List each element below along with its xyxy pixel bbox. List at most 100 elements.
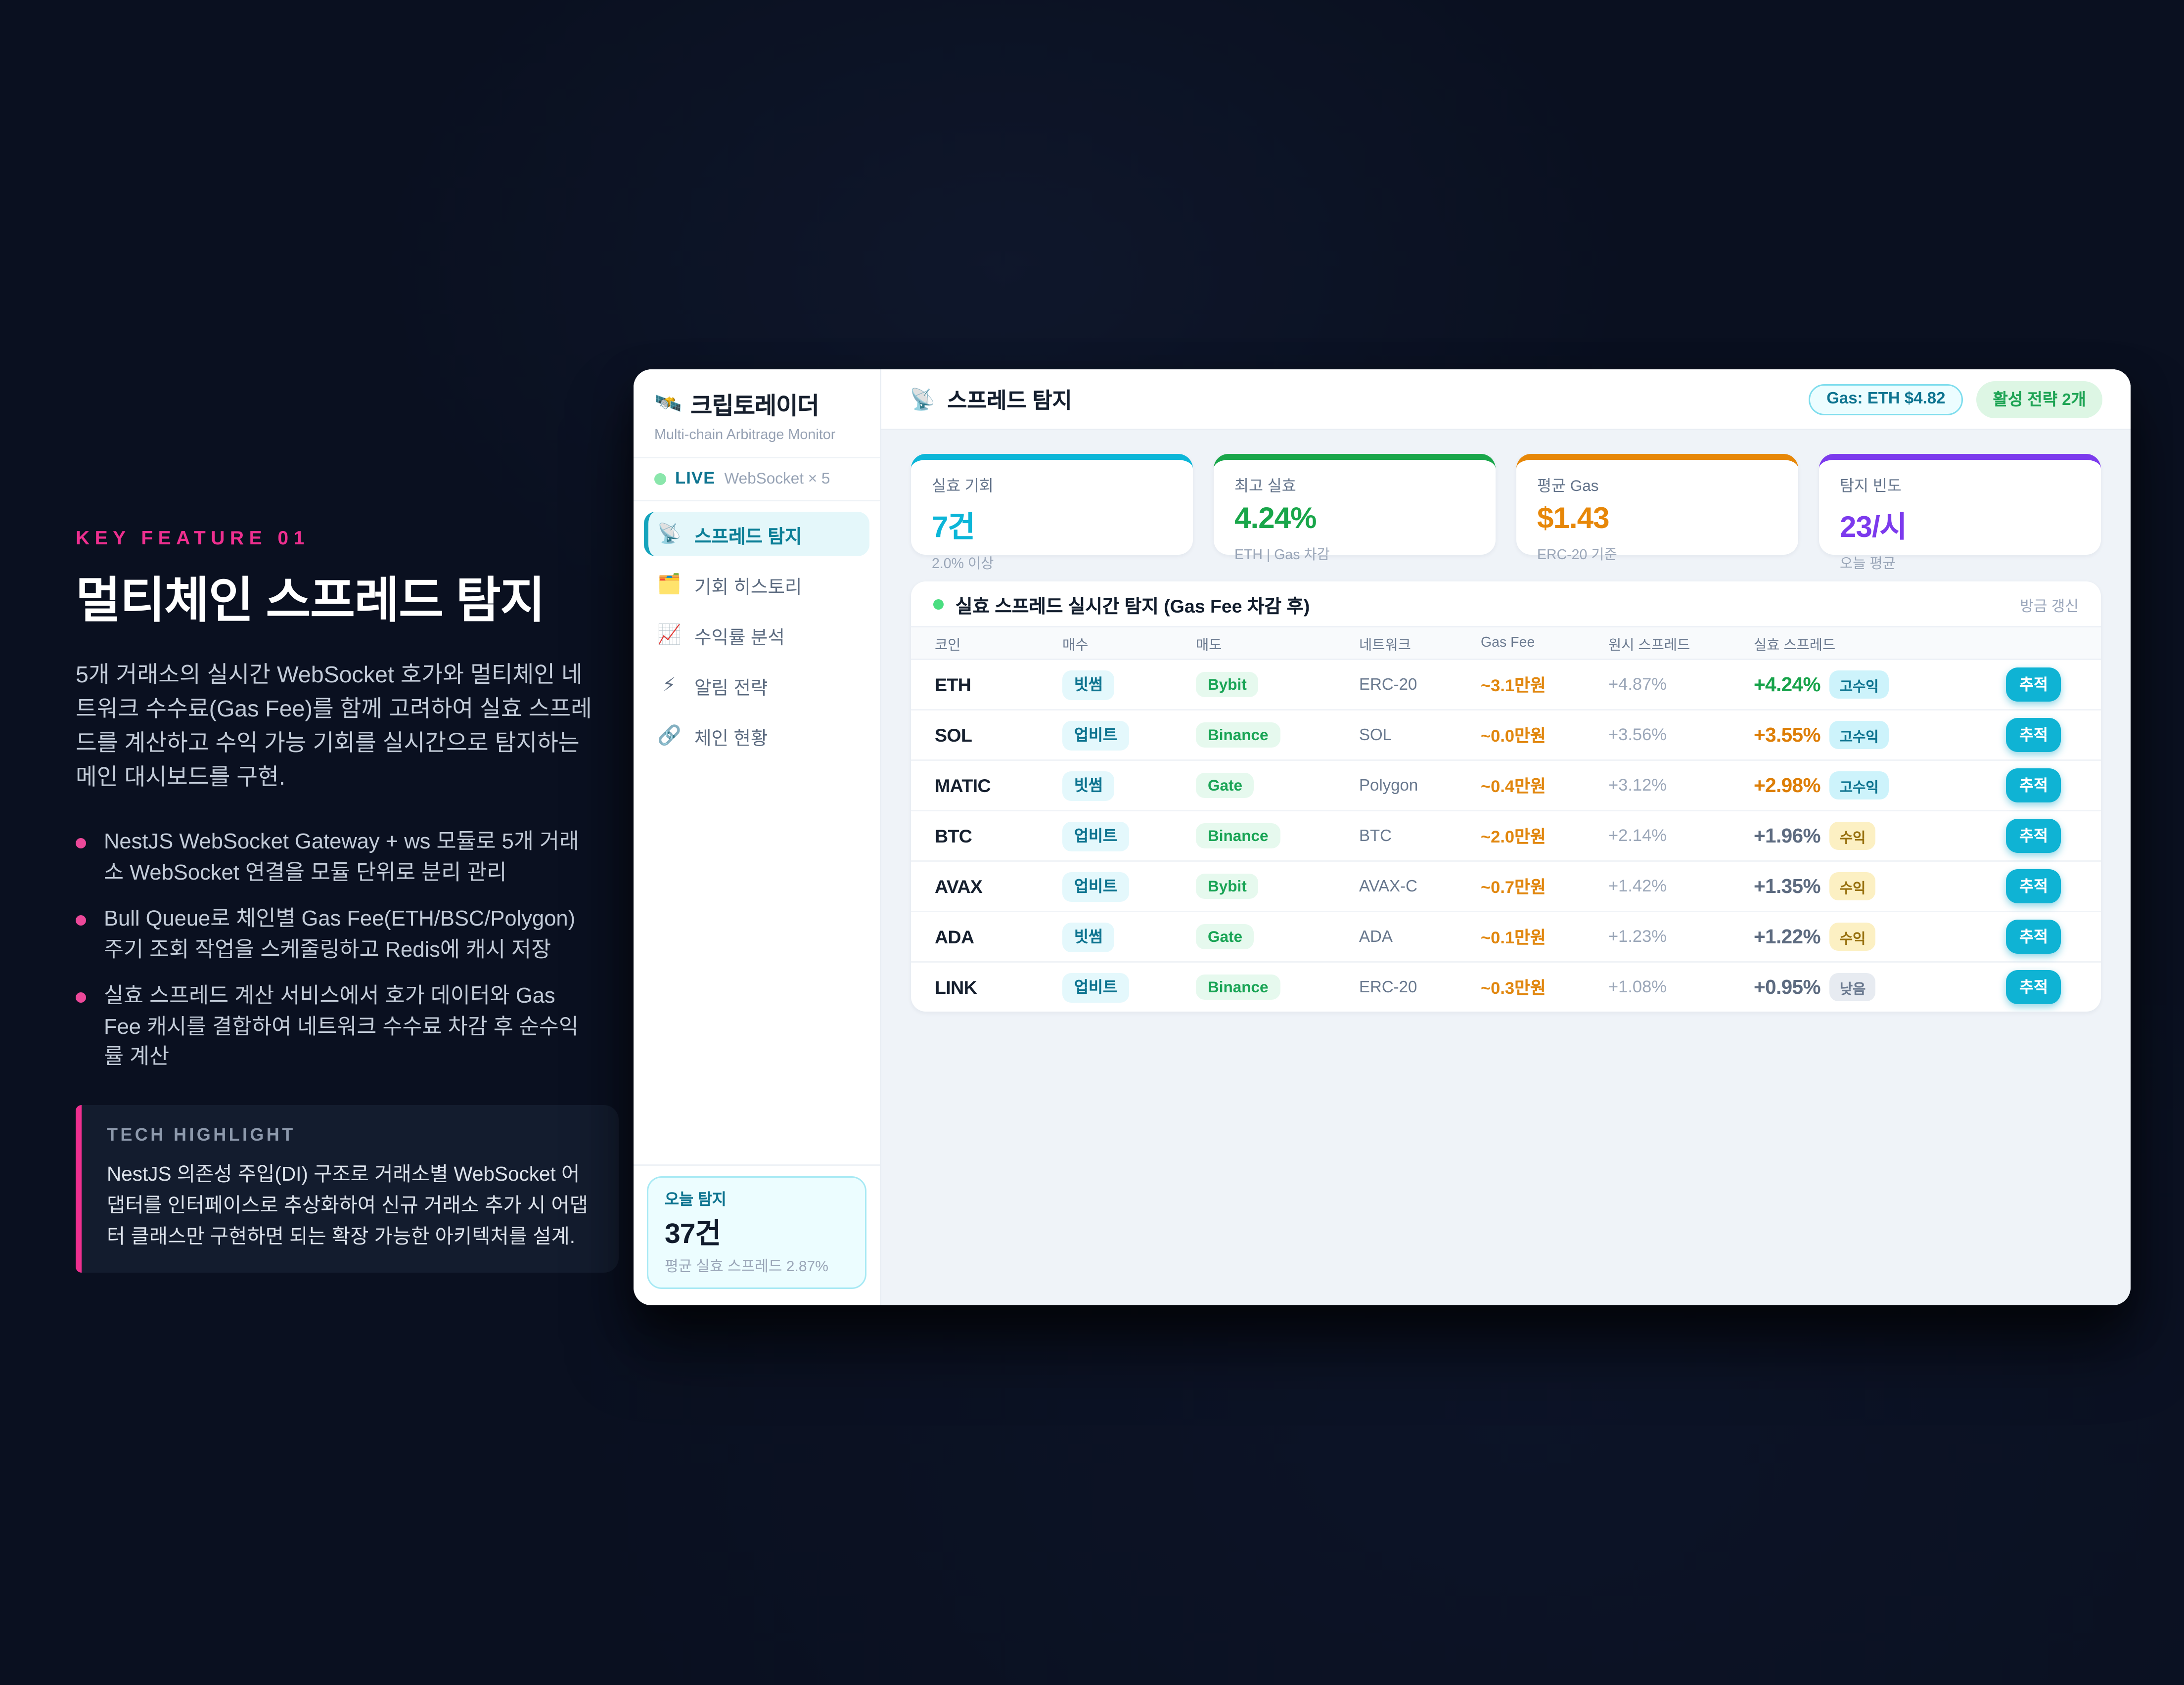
- gas-fee-value: ~3.1만원: [1481, 677, 1546, 695]
- stat-card-1: 실효 기회 7건 2.0% 이상: [911, 454, 1193, 573]
- action-cell: 추적: [1994, 970, 2089, 1004]
- profit-tier-badge: 수익: [1829, 822, 1876, 850]
- track-button[interactable]: 추적: [2006, 819, 2061, 853]
- sidebar-spacer: [634, 758, 880, 1164]
- feature-bullet: NestJS WebSocket Gateway + ws 모듈로 5개 거래소…: [76, 828, 588, 888]
- network-cell: AVAX-C: [1347, 878, 1469, 895]
- sidebar-item-opportunity-history[interactable]: 🗂️ 기회 히스토리: [644, 562, 869, 607]
- stat-value: 23/시: [1840, 512, 1907, 544]
- sidebar-item-chain-status[interactable]: 🔗 체인 현황: [644, 713, 869, 758]
- effective-spread-cell: +3.55% 고수익: [1742, 721, 1994, 749]
- buy-cell: 빗썸: [1050, 922, 1184, 952]
- raw-spread-cell: +3.56%: [1596, 726, 1742, 744]
- sell-exchange-pill: Gate: [1196, 773, 1255, 798]
- coin-symbol: MATIC: [935, 775, 991, 796]
- raw-spread-cell: +2.14%: [1596, 827, 1742, 845]
- track-button[interactable]: 추적: [2006, 768, 2061, 802]
- profit-tier-badge: 고수익: [1829, 721, 1889, 749]
- feature-kicker: KEY FEATURE 01: [76, 527, 310, 549]
- network-name: Polygon: [1359, 776, 1418, 795]
- sell-cell: Gate: [1184, 924, 1347, 949]
- effective-spread-value: +3.55%: [1754, 724, 1821, 746]
- lightning-icon: ⚡: [662, 673, 676, 696]
- gas-fee-value: ~0.0만원: [1481, 727, 1546, 746]
- network-cell: ADA: [1347, 928, 1469, 946]
- network-name: ERC-20: [1359, 978, 1417, 996]
- column-header: 매도: [1196, 637, 1222, 654]
- spread-table-panel: 실효 스프레드 실시간 탐지 (Gas Fee 차감 후) 방금 갱신 코인 매수…: [911, 581, 2101, 1012]
- coin-symbol: AVAX: [935, 876, 983, 897]
- app-window: 🛰️ 크립토레이더 Multi-chain Arbitrage Monitor …: [634, 369, 2131, 1305]
- sell-exchange-pill: Gate: [1196, 924, 1255, 949]
- stat-sub: ERC-20 기준: [1537, 547, 1617, 564]
- gas-price-badge: Gas: ETH $4.82: [1809, 383, 1963, 415]
- today-detection-label: 오늘 탐지: [665, 1191, 727, 1209]
- sidebar-item-label: 알림 전략: [694, 677, 768, 698]
- network-name: BTC: [1359, 827, 1392, 845]
- main-content: 실효 기회 7건 2.0% 이상 최고 실효 4.24% ETH | Gas 차감 평균 G…: [881, 430, 2131, 1305]
- sell-cell: Gate: [1184, 773, 1347, 798]
- track-button[interactable]: 추적: [2006, 869, 2061, 903]
- feature-bullet: Bull Queue로 체인별 Gas Fee(ETH/BSC/Polygon)…: [76, 905, 588, 966]
- card-index-icon: 🗂️: [657, 573, 682, 595]
- effective-spread-cell: +0.95% 낮음: [1742, 973, 1994, 1001]
- track-button[interactable]: 추적: [2006, 718, 2061, 752]
- column-header: 네트워크: [1359, 637, 1411, 654]
- feature-title: 멀티체인 스프레드 탐지: [76, 573, 545, 627]
- action-cell: 추적: [1994, 869, 2089, 903]
- gas-fee-value: ~0.4만원: [1481, 778, 1546, 796]
- coin-symbol: LINK: [935, 976, 977, 998]
- column-header: 매수: [1062, 637, 1089, 654]
- coin-cell: ETH: [923, 674, 1050, 695]
- sell-cell: Binance: [1184, 722, 1347, 748]
- stat-card-3: 평균 Gas $1.43 ERC-20 기준: [1516, 454, 1798, 564]
- raw-spread-value: +3.12%: [1608, 776, 1667, 795]
- action-cell: 추적: [1994, 920, 2089, 954]
- action-cell: 추적: [1994, 667, 2089, 702]
- table-row-eth: ETH 빗썸 Bybit ERC-20 ~3.1만원 +4.87% +4.24% 고수익 추적: [911, 660, 2101, 710]
- app-subtitle: Multi-chain Arbitrage Monitor: [654, 427, 836, 443]
- sidebar-item-profit-analysis[interactable]: 📈 수익률 분석: [644, 613, 869, 657]
- network-cell: ERC-20: [1347, 978, 1469, 996]
- track-button[interactable]: 추적: [2006, 667, 2061, 702]
- track-button[interactable]: 추적: [2006, 970, 2061, 1004]
- gas-fee-cell: ~2.0만원: [1469, 824, 1596, 848]
- buy-exchange-pill: 업비트: [1062, 972, 1129, 1002]
- column-header: 코인: [935, 637, 961, 654]
- gas-fee-cell: ~0.7만원: [1469, 875, 1596, 898]
- raw-spread-value: +4.87%: [1608, 675, 1667, 694]
- track-button[interactable]: 추적: [2006, 920, 2061, 954]
- sidebar-item-alert-strategy[interactable]: ⚡ 알림 전략: [644, 663, 869, 708]
- coin-cell: SOL: [923, 725, 1050, 746]
- stat-sub: 2.0% 이상: [932, 556, 994, 573]
- coin-symbol: BTC: [935, 825, 972, 846]
- network-cell: SOL: [1347, 726, 1469, 744]
- gas-fee-cell: ~0.3만원: [1469, 976, 1596, 999]
- sell-exchange-pill: Binance: [1196, 722, 1280, 748]
- column-header: 실효 스프레드: [1754, 637, 1836, 654]
- table-row-link: LINK 업비트 Binance ERC-20 ~0.3만원 +1.08% +0.95% 낮음…: [911, 963, 2101, 1012]
- last-updated-label: 방금 갱신: [2020, 598, 2079, 615]
- stat-label: 최고 실효: [1234, 478, 1296, 495]
- table-row-ada: ADA 빗썸 Gate ADA ~0.1만원 +1.23% +1.22% 수익 추적: [911, 912, 2101, 963]
- sidebar-item-spread-detect[interactable]: 📡 스프레드 탐지: [644, 512, 869, 556]
- table-row-btc: BTC 업비트 Binance BTC ~2.0만원 +2.14% +1.96% 수익 추적: [911, 811, 2101, 862]
- bullet-text: NestJS WebSocket Gateway + ws 모듈로 5개 거래소…: [104, 831, 580, 885]
- bullet-text: 실효 스프레드 계산 서비스에서 호가 데이터와 Gas Fee 캐시를 결합하…: [104, 985, 579, 1069]
- profit-tier-badge: 수익: [1829, 872, 1876, 900]
- raw-spread-cell: +1.08%: [1596, 978, 1742, 996]
- sidebar-nav: 📡 스프레드 탐지 🗂️ 기회 히스토리 📈 수익률 분석 ⚡ 알림 전략 🔗 체인 현황: [634, 501, 880, 758]
- buy-cell: 업비트: [1050, 821, 1184, 851]
- action-cell: 추적: [1994, 819, 2089, 853]
- feature-copy: KEY FEATURE 01 멀티체인 스프레드 탐지 5개 거래소의 실시간 …: [76, 527, 628, 1272]
- today-detection-sub: 평균 실효 스프레드 2.87%: [665, 1259, 828, 1276]
- network-name: ERC-20: [1359, 675, 1417, 694]
- sidebar-item-label: 체인 현황: [694, 727, 768, 749]
- websocket-count: WebSocket × 5: [724, 470, 830, 488]
- link-icon: 🔗: [657, 724, 682, 746]
- sell-cell: Binance: [1184, 823, 1347, 848]
- gas-fee-cell: ~0.4만원: [1469, 774, 1596, 798]
- raw-spread-value: +1.08%: [1608, 978, 1667, 996]
- coin-symbol: SOL: [935, 724, 972, 746]
